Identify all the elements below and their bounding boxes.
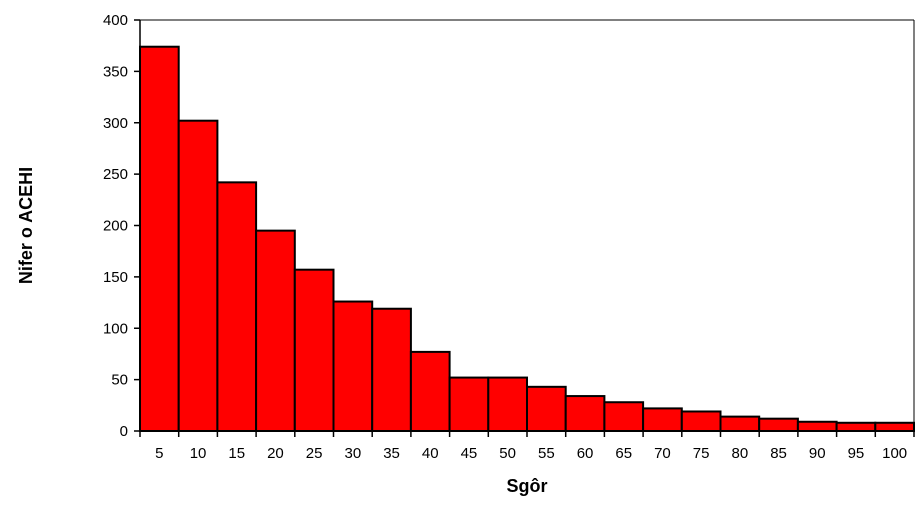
- bar-100: [874, 421, 915, 432]
- y-tick-label: 350: [103, 63, 128, 80]
- y-tick-label: 100: [103, 320, 128, 337]
- x-tick-label: 45: [461, 445, 478, 462]
- bar-60: [564, 395, 606, 433]
- x-tick-label: 5: [155, 445, 163, 462]
- x-tick-label: 25: [306, 445, 323, 462]
- x-axis-title: Sgôr: [506, 476, 547, 496]
- bar-15: [216, 181, 258, 432]
- y-tick-label: 200: [103, 218, 128, 235]
- x-tick-label: 10: [190, 445, 207, 462]
- bar-75: [680, 410, 722, 433]
- x-tick-label: 50: [499, 445, 516, 462]
- bars-group: [139, 45, 915, 433]
- bar-95: [835, 421, 877, 432]
- y-tick-label: 150: [103, 269, 128, 286]
- bar-65: [603, 401, 645, 433]
- bar-30: [332, 300, 374, 432]
- x-tick-label: 65: [615, 445, 632, 462]
- x-tick-label: 40: [422, 445, 439, 462]
- x-tick-label: 55: [538, 445, 555, 462]
- x-tick-label: 100: [882, 445, 907, 462]
- x-tick-label: 20: [267, 445, 284, 462]
- y-tick-label: 50: [111, 372, 128, 389]
- bar-5: [139, 45, 180, 433]
- x-tick-label: 90: [809, 445, 826, 462]
- x-tick-label: 70: [654, 445, 671, 462]
- bar-50: [487, 376, 528, 433]
- x-tick-label: 35: [383, 445, 400, 462]
- bar-55: [526, 385, 567, 433]
- y-tick-label: 400: [103, 12, 128, 29]
- bar-35: [371, 307, 412, 433]
- y-axis-title: Nifer o ACEHI: [16, 167, 36, 284]
- bar-90: [796, 420, 838, 433]
- x-tick-label: 15: [228, 445, 245, 462]
- bar-10: [177, 119, 219, 432]
- x-tick-label: 60: [577, 445, 594, 462]
- x-tick-label: 80: [732, 445, 749, 462]
- y-tick-label: 300: [103, 115, 128, 132]
- bar-40: [409, 350, 451, 433]
- x-tick-label: 30: [345, 445, 362, 462]
- bar-85: [758, 417, 799, 433]
- y-ticks-group: 0 50 100 150 200 250 300 350 400: [103, 12, 140, 440]
- y-tick-label: 0: [120, 423, 128, 440]
- bar-25: [293, 268, 335, 432]
- x-tick-label: 95: [848, 445, 865, 462]
- x-tick-label: 85: [770, 445, 787, 462]
- bar-45: [448, 376, 490, 433]
- y-tick-label: 250: [103, 166, 128, 183]
- bar-80: [719, 415, 761, 432]
- x-ticks-group: 5 10 15 20 25 30 35 40 45 50 55 60 65 70 75 80 85 90 95 100: [139, 431, 915, 462]
- bar-70: [642, 407, 683, 432]
- bar-20: [255, 229, 296, 432]
- x-tick-label: 75: [693, 445, 710, 462]
